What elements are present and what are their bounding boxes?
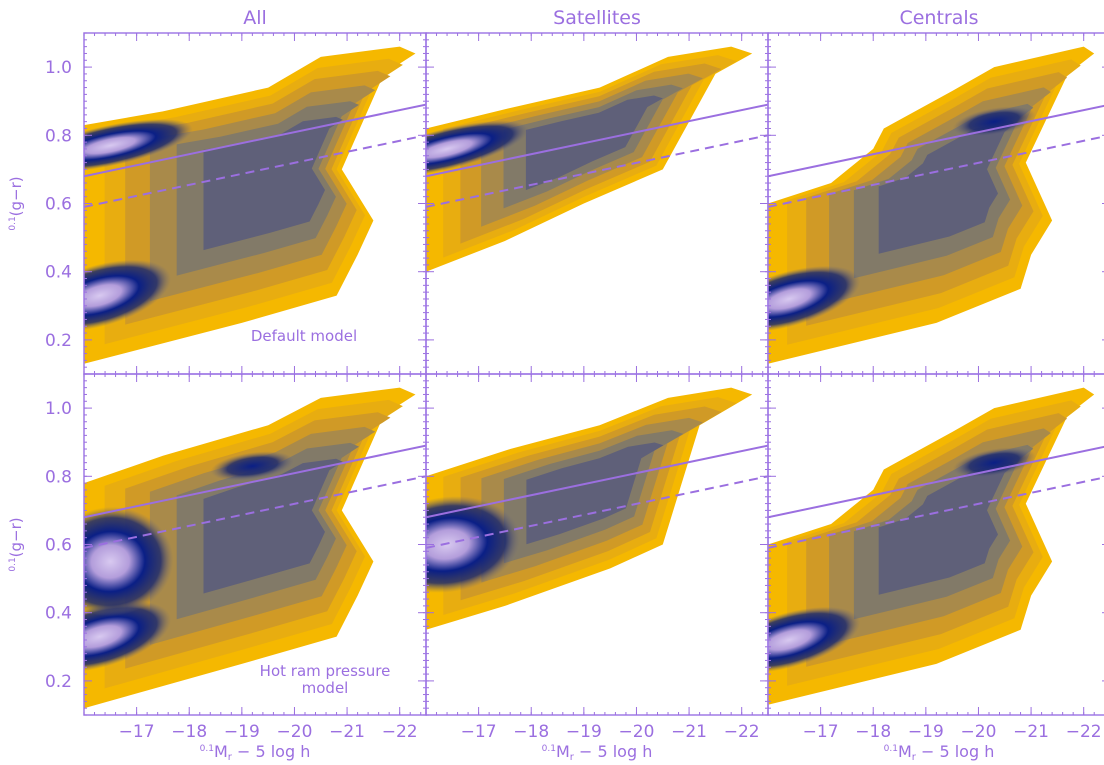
dashed-divider-line [426,134,768,208]
density-peak-1 [952,106,1036,137]
column-title: Satellites [553,7,641,29]
dashed-divider-line [768,135,1104,208]
density-peak-2 [210,451,295,481]
x-tick-label: −17 [461,722,497,742]
x-tick-label: −19 [224,722,260,742]
density-contour-5 [203,116,343,251]
x-tick-label: −20 [619,722,655,742]
row-label-hot-ram: Hot ram pressure model [260,662,391,697]
y-tick-label: 1.0 [45,399,72,419]
y-tick-label: 0.2 [45,672,72,692]
solid-divider-line [426,103,768,178]
x-tick-label: −20 [961,722,997,742]
y-tick-label: 0.8 [45,126,72,146]
x-tick-label: −22 [382,722,418,742]
x-tick-label: −19 [566,722,602,742]
y-tick-label: 0.4 [45,604,72,624]
y-axis-label: 0.1(g−r) [7,517,25,571]
y-tick-label: 0.6 [45,195,72,215]
solid-divider-line [84,103,426,178]
density-peak-1 [84,506,174,617]
x-tick-label: −18 [513,722,549,742]
panel-1-1 [425,373,769,716]
density-contour-5 [525,95,663,191]
density-peak-0 [768,606,861,674]
density-contour-5 [203,458,343,594]
x-axis-label: 0.1Mr − 5 log h [884,742,995,763]
dashed-divider-line [84,475,426,549]
panels-layer [83,32,1104,716]
dashed-divider-line [768,476,1104,549]
density-contour-5 [878,120,1016,254]
density-peak-1 [84,118,193,173]
x-tick-label: −21 [329,722,365,742]
x-tick-label: −21 [1013,722,1049,742]
labels-layer: All Satellites Centrals 0.2 0.4 0.6 0.8 1.0 0.1(… [7,7,1102,763]
y-tick-label: 0.8 [45,467,72,487]
x-axis-label: 0.1Mr − 5 log h [200,742,311,763]
solid-divider-line [768,445,1104,519]
panel-1-2 [767,373,1104,716]
dashed-divider-line [426,475,768,549]
panel-0-0 [83,32,427,375]
density-peak-0 [768,265,861,333]
density-contour-5 [878,461,1016,595]
panel-0-2 [767,32,1104,375]
panel-1-0 [83,373,427,716]
x-tick-label: −17 [803,722,839,742]
y-tick-label: 0.4 [45,263,72,283]
row-label-default: Default model [251,327,357,345]
x-tick-label: −22 [1066,722,1102,742]
dashed-divider-line [84,134,426,208]
density-peak-0 [84,600,172,673]
x-axis-label: 0.1Mr − 5 log h [542,742,653,763]
y-tick-label: 0.2 [45,331,72,351]
column-title: All [243,7,267,29]
column-title: Centrals [899,7,978,29]
y-tick-label: 1.0 [45,58,72,78]
y-axis-label: 0.1(g−r) [7,176,25,230]
panel-0-1 [425,32,769,375]
x-tick-label: −22 [724,722,760,742]
density-peak-0 [84,259,172,332]
x-tick-label: −18 [171,722,207,742]
solid-divider-line [84,444,426,519]
x-tick-label: −18 [855,722,891,742]
density-peak-0 [426,120,529,178]
x-tick-label: −21 [671,722,707,742]
x-tick-label: −17 [119,722,155,742]
x-tick-label: −19 [908,722,944,742]
solid-divider-line [426,444,768,519]
y-tick-label: 0.6 [45,536,72,556]
x-tick-label: −20 [277,722,313,742]
solid-divider-line [768,104,1104,178]
density-peak-1 [952,447,1036,478]
